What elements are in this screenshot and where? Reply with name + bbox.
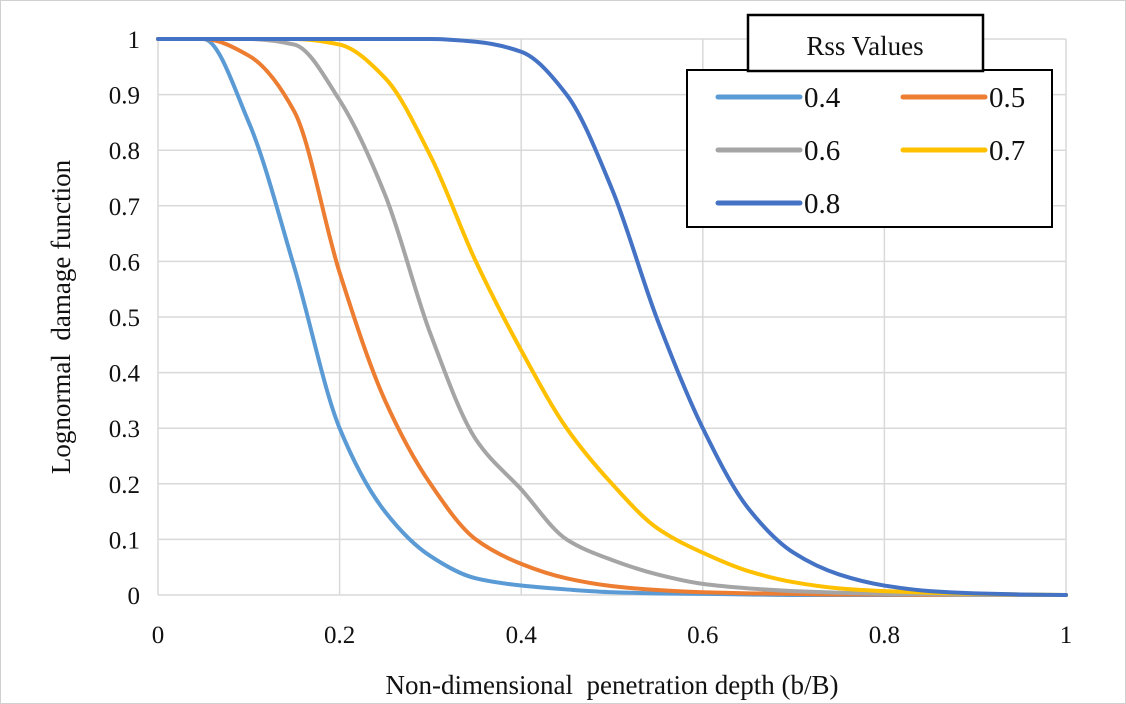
legend-label: 0.8 (804, 188, 840, 220)
legend-item: 0.6 (715, 135, 840, 167)
legend-item: 0.8 (715, 188, 840, 220)
series-lines (156, 36, 1068, 597)
x-tick-label: 0.6 (687, 622, 718, 649)
y-tick-label: 0.4 (109, 361, 141, 388)
legend-title-box (746, 13, 985, 73)
y-tick-label: 0.9 (109, 83, 140, 110)
y-tick-label: 0.8 (109, 138, 140, 165)
legend-label: 0.5 (989, 82, 1025, 114)
y-tick-label: 0.5 (109, 305, 140, 332)
x-axis-title: Non-dimensional penetration depth (b/B) (386, 670, 839, 700)
legend-title: Rss Values (806, 31, 923, 61)
legend-label: 0.6 (804, 135, 840, 167)
x-tick-label: 0.8 (869, 622, 900, 649)
legend: Rss Values 0.4 0.5 0.6 0.7 0.8 (686, 13, 1053, 228)
series-line-0.6 (156, 36, 1068, 597)
y-tick-label: 0 (128, 583, 141, 610)
x-tick-labels: 0 0.2 0.4 0.6 0.8 1 (152, 622, 1073, 649)
x-tick-label: 0.2 (324, 622, 355, 649)
y-tick-label: 0.3 (109, 416, 140, 443)
legend-item: 0.5 (900, 82, 1025, 114)
y-axis-title: Lognormal damage function (46, 159, 76, 474)
y-tick-label: 0.6 (109, 249, 140, 276)
x-tick-label: 0.4 (506, 622, 538, 649)
y-tick-label: 0.2 (109, 472, 140, 499)
x-tick-label: 0 (152, 622, 165, 649)
legend-item: 0.4 (715, 82, 841, 114)
legend-label: 0.7 (989, 135, 1025, 167)
y-tick-label: 0.7 (109, 194, 140, 221)
y-tick-label: 0.1 (109, 527, 140, 554)
x-tick-label: 1 (1060, 622, 1073, 649)
series-line-0.8 (156, 36, 1068, 597)
legend-item: 0.7 (900, 135, 1025, 167)
y-tick-label: 1 (128, 27, 141, 54)
legend-label: 0.4 (804, 82, 841, 114)
y-tick-labels: 0 0.1 0.2 0.3 0.4 0.5 0.6 0.7 0.8 0.9 1 (109, 27, 141, 610)
